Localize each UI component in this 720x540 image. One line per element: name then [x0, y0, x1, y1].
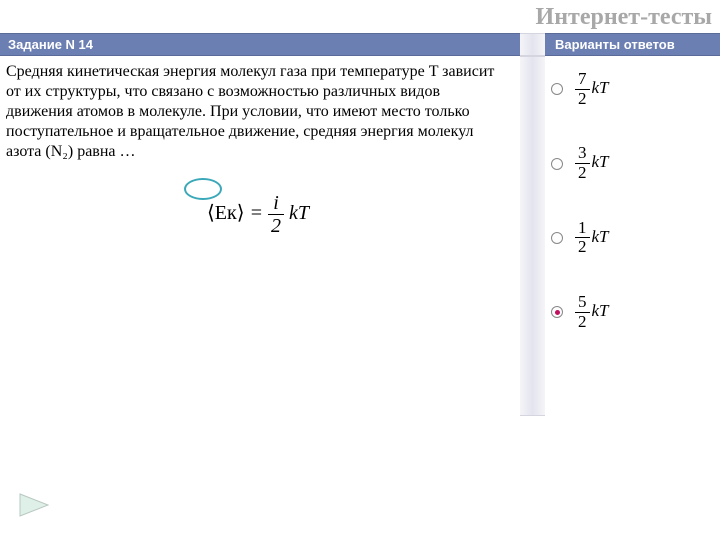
- column-divider: [520, 33, 545, 56]
- opt-kt: kT: [592, 152, 609, 171]
- arrow-right-icon: [18, 492, 52, 518]
- next-arrow-button[interactable]: [18, 492, 52, 518]
- answer-option[interactable]: 72kT: [545, 70, 720, 108]
- answers-header: Варианты ответов: [545, 33, 720, 56]
- opt-den: 2: [575, 313, 590, 332]
- formula-lhs: ⟨Eк⟩: [207, 202, 245, 224]
- answer-option[interactable]: 32kT: [545, 144, 720, 182]
- opt-num: 1: [575, 219, 590, 239]
- header-row: Задание N 14 Варианты ответов: [0, 33, 720, 56]
- task-header: Задание N 14: [0, 33, 520, 56]
- hint-formula: ⟨Eк⟩ = i 2 kT: [6, 192, 510, 237]
- answer-option[interactable]: 52kT: [545, 293, 720, 331]
- question-text: Средняя кинетическая энергия молекул газ…: [6, 62, 510, 162]
- radio-icon[interactable]: [551, 158, 563, 170]
- opt-den: 2: [575, 238, 590, 257]
- page-title: Интернет-тесты: [0, 0, 720, 33]
- content-row: Средняя кинетическая энергия молекул газ…: [0, 56, 720, 416]
- opt-num: 7: [575, 70, 590, 90]
- radio-icon[interactable]: [551, 306, 563, 318]
- opt-den: 2: [575, 90, 590, 109]
- radio-icon[interactable]: [551, 232, 563, 244]
- opt-num: 3: [575, 144, 590, 164]
- opt-den: 2: [575, 164, 590, 183]
- formula-num: i: [268, 192, 284, 215]
- answer-formula: 52kT: [575, 293, 609, 331]
- formula-fraction: i 2: [268, 192, 284, 237]
- answer-option[interactable]: 12kT: [545, 219, 720, 257]
- column-divider: [520, 56, 545, 416]
- opt-kt: kT: [592, 301, 609, 320]
- opt-kt: kT: [592, 78, 609, 97]
- answer-formula: 12kT: [575, 219, 609, 257]
- question-column: Средняя кинетическая энергия молекул газ…: [0, 56, 520, 416]
- answer-formula: 32kT: [575, 144, 609, 182]
- radio-icon[interactable]: [551, 83, 563, 95]
- formula-den: 2: [268, 215, 284, 237]
- formula-rhs: kT: [289, 202, 309, 224]
- formula-eq: =: [250, 202, 264, 224]
- opt-kt: kT: [592, 227, 609, 246]
- answers-column: 72kT 32kT 12kT 52kT: [545, 56, 720, 416]
- answer-formula: 72kT: [575, 70, 609, 108]
- question-body: Средняя кинетическая энергия молекул газ…: [6, 63, 494, 160]
- opt-num: 5: [575, 293, 590, 313]
